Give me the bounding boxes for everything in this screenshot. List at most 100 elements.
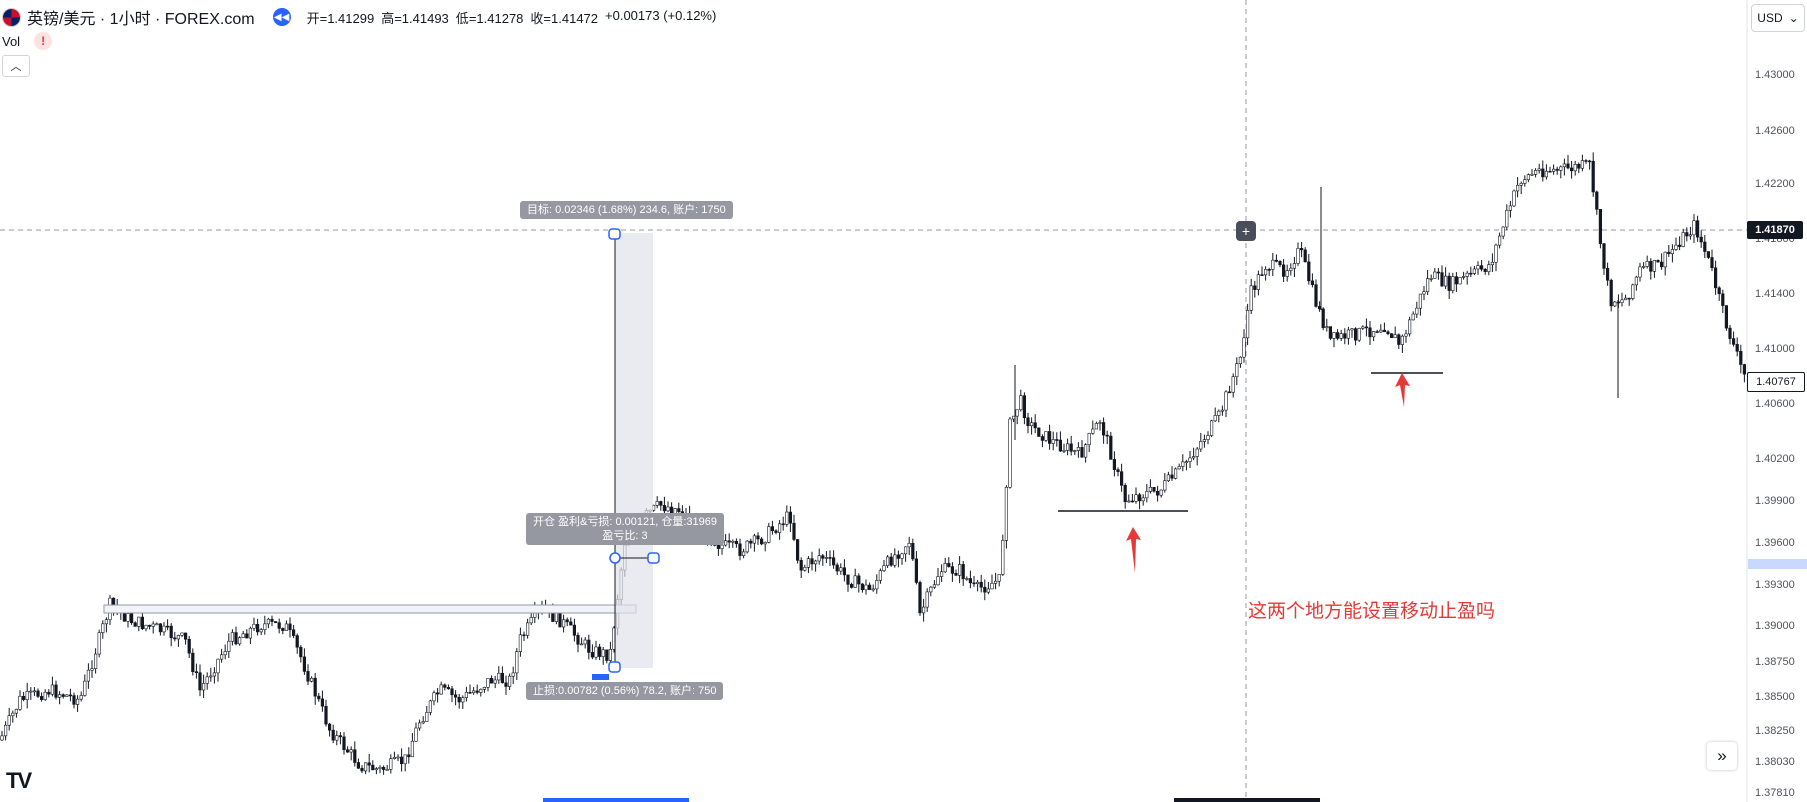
candle-body (1534, 170, 1538, 175)
crosshair-price-label: 1.41870 (1747, 221, 1803, 239)
candle-body (1008, 418, 1012, 488)
candle-body (65, 694, 69, 697)
candle-body (97, 632, 101, 655)
stop-marker (592, 674, 609, 680)
candle-body (1228, 391, 1232, 394)
candle-body (202, 683, 206, 691)
candle-body (587, 639, 591, 653)
candle-body (810, 558, 814, 565)
candle-body (1292, 263, 1296, 269)
candle-body (173, 637, 177, 640)
candle-body (130, 613, 134, 624)
candle-body (1559, 166, 1563, 171)
volume-indicator-legend: Vol ! (2, 32, 53, 50)
candle-body (1238, 356, 1242, 364)
candle-body (1530, 174, 1534, 176)
candle-body (313, 677, 317, 697)
candle-body (43, 691, 47, 700)
candle-body (1084, 444, 1088, 458)
candle-body (828, 557, 832, 559)
candle-body (788, 511, 792, 524)
candle-body (1717, 287, 1721, 295)
candle-body (947, 563, 951, 567)
candle-body (774, 530, 778, 533)
candle-body (1364, 326, 1368, 329)
candle-body (1462, 276, 1466, 278)
candle-body (1044, 431, 1048, 441)
candle-body (1195, 448, 1199, 457)
candle-body (1415, 307, 1419, 315)
candle-body (1174, 468, 1178, 479)
candle-body (1454, 276, 1458, 285)
tradingview-logo-icon[interactable]: TV (6, 768, 32, 793)
candle-body (565, 619, 569, 623)
candle-body (1422, 291, 1426, 295)
candle-body (741, 551, 746, 556)
candle-body (169, 625, 173, 639)
chevron-up-icon[interactable]: ︿ (2, 55, 30, 77)
candle-body (439, 684, 443, 695)
candle-body (1130, 500, 1134, 503)
candle-body (1408, 319, 1412, 335)
candle-body (824, 557, 828, 559)
candle-body (162, 625, 166, 633)
candle-body (1026, 417, 1030, 427)
candle-body (821, 555, 825, 559)
candle-body (813, 560, 818, 565)
currency-select[interactable]: USD ⌄ (1751, 4, 1805, 32)
candle-body (1703, 241, 1707, 252)
candle-body (349, 749, 353, 753)
candle-body (1548, 170, 1552, 173)
candle-body (1285, 270, 1289, 277)
price-tick: 1.40200 (1755, 453, 1795, 465)
candle-body (1627, 297, 1631, 300)
symbol-title[interactable]: 英镑/美元 · 1小时 · FOREX.com (27, 11, 255, 28)
candle-body (792, 522, 796, 540)
candle-body (1580, 160, 1584, 169)
candle-body (1116, 469, 1120, 472)
candle-body (1544, 170, 1548, 178)
candle-body (309, 677, 314, 682)
candle-body (975, 581, 980, 584)
candle-body (1202, 439, 1206, 442)
candle-body (1382, 329, 1386, 333)
open-position-label[interactable]: 开仓 盈利&亏损: 0.00121, 仓量:31969 盈亏比: 3 (526, 513, 725, 545)
time-range-marker (1174, 798, 1320, 802)
ohlc-values: 开=1.41299 高=1.41493 低=1.41278 收=1.41472 … (307, 8, 717, 27)
candle-body (363, 762, 368, 772)
candle-body (1487, 264, 1491, 272)
candle-body (954, 573, 958, 576)
candle-body (374, 768, 379, 771)
candle-body (1134, 494, 1138, 502)
candle-body (57, 694, 62, 698)
annotation-text: 这两个地方能设置移动止盈吗 (1248, 601, 1496, 622)
candle-body (1163, 480, 1167, 491)
candle-body (101, 623, 105, 633)
chevron-down-icon: ⌄ (1788, 11, 1799, 25)
candle-body (421, 721, 425, 724)
candle-body (921, 606, 926, 614)
candle-body (122, 612, 126, 622)
candle-body (216, 658, 220, 674)
candle-body (1498, 235, 1502, 246)
stop-loss-label[interactable]: 止损:0.00782 (0.56%) 78.2, 账户: 750 (526, 682, 724, 700)
candle-body (1166, 474, 1170, 482)
double-chevron-right-icon[interactable]: » (1707, 742, 1737, 770)
candle-body (929, 586, 933, 593)
warning-icon[interactable]: ! (34, 32, 53, 50)
candle-body (1400, 335, 1404, 345)
candle-body (1505, 210, 1509, 228)
candle-body (882, 565, 886, 571)
vol-label[interactable]: Vol (2, 33, 21, 49)
candle-body (871, 588, 875, 591)
candle-body (1706, 251, 1710, 258)
plus-icon[interactable]: + (1236, 221, 1256, 241)
price-tick: 1.38030 (1755, 756, 1795, 768)
candle-body (853, 575, 857, 588)
target-label[interactable]: 目标: 0.02346 (1.68%) 234.6, 账户: 1750 (520, 201, 733, 219)
candle-body (1494, 244, 1498, 263)
candle-body (875, 580, 879, 590)
candle-body (1336, 332, 1340, 339)
replay-icon[interactable]: ◀◀ (272, 8, 291, 26)
